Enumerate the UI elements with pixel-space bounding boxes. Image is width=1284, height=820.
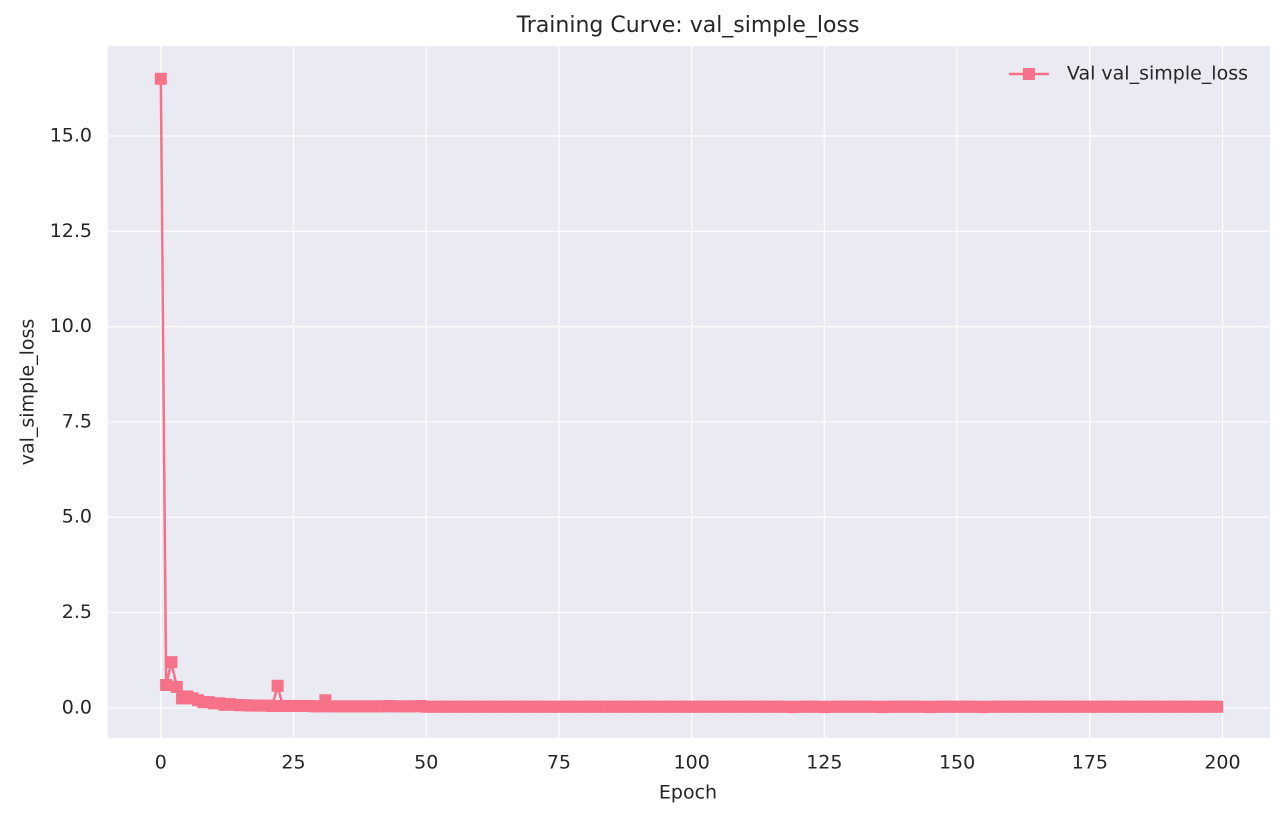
- point-marker: [154, 72, 167, 85]
- y-tick-label: 2.5: [62, 601, 92, 623]
- y-tick-label: 7.5: [62, 410, 92, 432]
- x-tick-label: 175: [1072, 752, 1108, 774]
- point-marker: [160, 679, 173, 692]
- chart-title: Training Curve: val_simple_loss: [516, 13, 860, 38]
- legend-label: Val val_simple_loss: [1067, 63, 1248, 85]
- x-tick-label: 200: [1204, 752, 1240, 774]
- point-marker: [271, 679, 284, 692]
- y-tick-label: 15.0: [50, 124, 92, 146]
- x-tick-label: 100: [674, 752, 710, 774]
- y-tick-label: 12.5: [50, 220, 92, 242]
- point-marker: [170, 680, 183, 693]
- y-tick-label: 5.0: [62, 506, 92, 528]
- x-tick-label: 0: [155, 752, 167, 774]
- y-tick-label: 0.0: [62, 696, 92, 718]
- x-tick-label: 50: [414, 752, 438, 774]
- x-tick-label: 125: [806, 752, 842, 774]
- grid: [108, 46, 1270, 738]
- point-marker: [165, 656, 178, 669]
- plot-area: [108, 46, 1270, 738]
- x-tick-label: 75: [547, 752, 571, 774]
- x-tick-label: 25: [281, 752, 305, 774]
- point-marker: [1211, 700, 1224, 713]
- legend-marker: [1022, 68, 1035, 80]
- marks: [154, 72, 1224, 714]
- y-tick-label: 10.0: [50, 315, 92, 337]
- x-tick-label: 150: [939, 752, 975, 774]
- x-axis-label: Epoch: [659, 782, 717, 804]
- y-axis-label: val_simple_loss: [17, 319, 39, 466]
- point-marker: [266, 699, 279, 712]
